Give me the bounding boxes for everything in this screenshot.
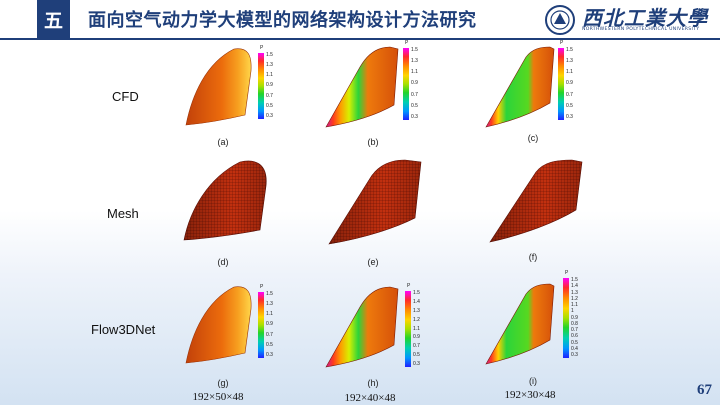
caption-f: (f)	[528, 252, 538, 262]
colorbar-g: P 1.5 1.3 1.1 0.9 0.7 0.5 0.3	[258, 284, 273, 358]
caption-e: (e)	[367, 257, 379, 267]
caption-a: (a)	[217, 137, 229, 147]
section-number-badge: 五	[37, 0, 70, 38]
row-label-flow3dnet: Flow3DNet	[91, 322, 156, 337]
panel-b-cfd-wing-medium	[325, 46, 399, 128]
panel-i-pred-wing-thin	[485, 283, 555, 365]
university-name-cn: 西北工業大學	[582, 6, 708, 30]
university-name-en: NORTHWESTERN POLYTECHNICAL UNIVERSITY	[582, 27, 700, 32]
grid-size-i: 192×30×48	[504, 389, 556, 401]
university-emblem-icon	[545, 5, 575, 35]
colorbar-c: P 1.5 1.3 1.1 0.9 0.7 0.5 0.3	[558, 40, 573, 120]
panel-d-mesh-wing-thick	[183, 160, 267, 241]
panel-f-mesh-wing-thin	[489, 159, 583, 243]
caption-d: (d)	[217, 257, 229, 267]
row-label-mesh: Mesh	[107, 206, 139, 221]
grid-size-g: 192×50×48	[192, 391, 244, 403]
header-divider	[0, 38, 720, 40]
page-number: 67	[697, 382, 712, 398]
colorbar-h: P 1.5 1.4 1.3 1.2 1.1 0.9 0.7 0.5 0.3	[405, 283, 420, 367]
panel-a-cfd-wing-thick	[185, 48, 252, 126]
grid-size-h: 192×40×48	[344, 392, 396, 404]
row-label-cfd: CFD	[112, 89, 139, 104]
caption-h: (h)	[367, 378, 379, 388]
caption-g: (g)	[217, 378, 229, 388]
caption-c: (c)	[527, 133, 539, 143]
colorbar-label: P	[260, 45, 264, 51]
panel-e-mesh-wing-medium	[328, 159, 422, 245]
caption-b: (b)	[367, 137, 379, 147]
slide-title: 面向空气动力学大模型的网络架构设计方法研究	[88, 10, 477, 31]
university-logo: 西北工業大學 NORTHWESTERN POLYTECHNICAL UNIVER…	[544, 4, 714, 36]
slide-header: 五 面向空气动力学大模型的网络架构设计方法研究 西北工業大學 NORTHWEST…	[0, 0, 720, 38]
colorbar-i: P 1.5 1.4 1.3 1.2 1.1 1 0.9 0.8 0.7 0.6 0.5 0.4 0.3	[563, 270, 578, 358]
colorbar-b: P 1.5 1.3 1.1 0.9 0.7 0.5 0.3	[403, 40, 418, 120]
panel-h-pred-wing-medium	[325, 286, 399, 368]
colorbar-a: P 1.5 1.3 1.1 0.9 0.7 0.5 0.3	[258, 45, 273, 119]
panel-c-cfd-wing-thin	[485, 46, 555, 128]
caption-i: (i)	[529, 376, 537, 386]
panel-g-pred-wing-thick	[185, 286, 252, 364]
